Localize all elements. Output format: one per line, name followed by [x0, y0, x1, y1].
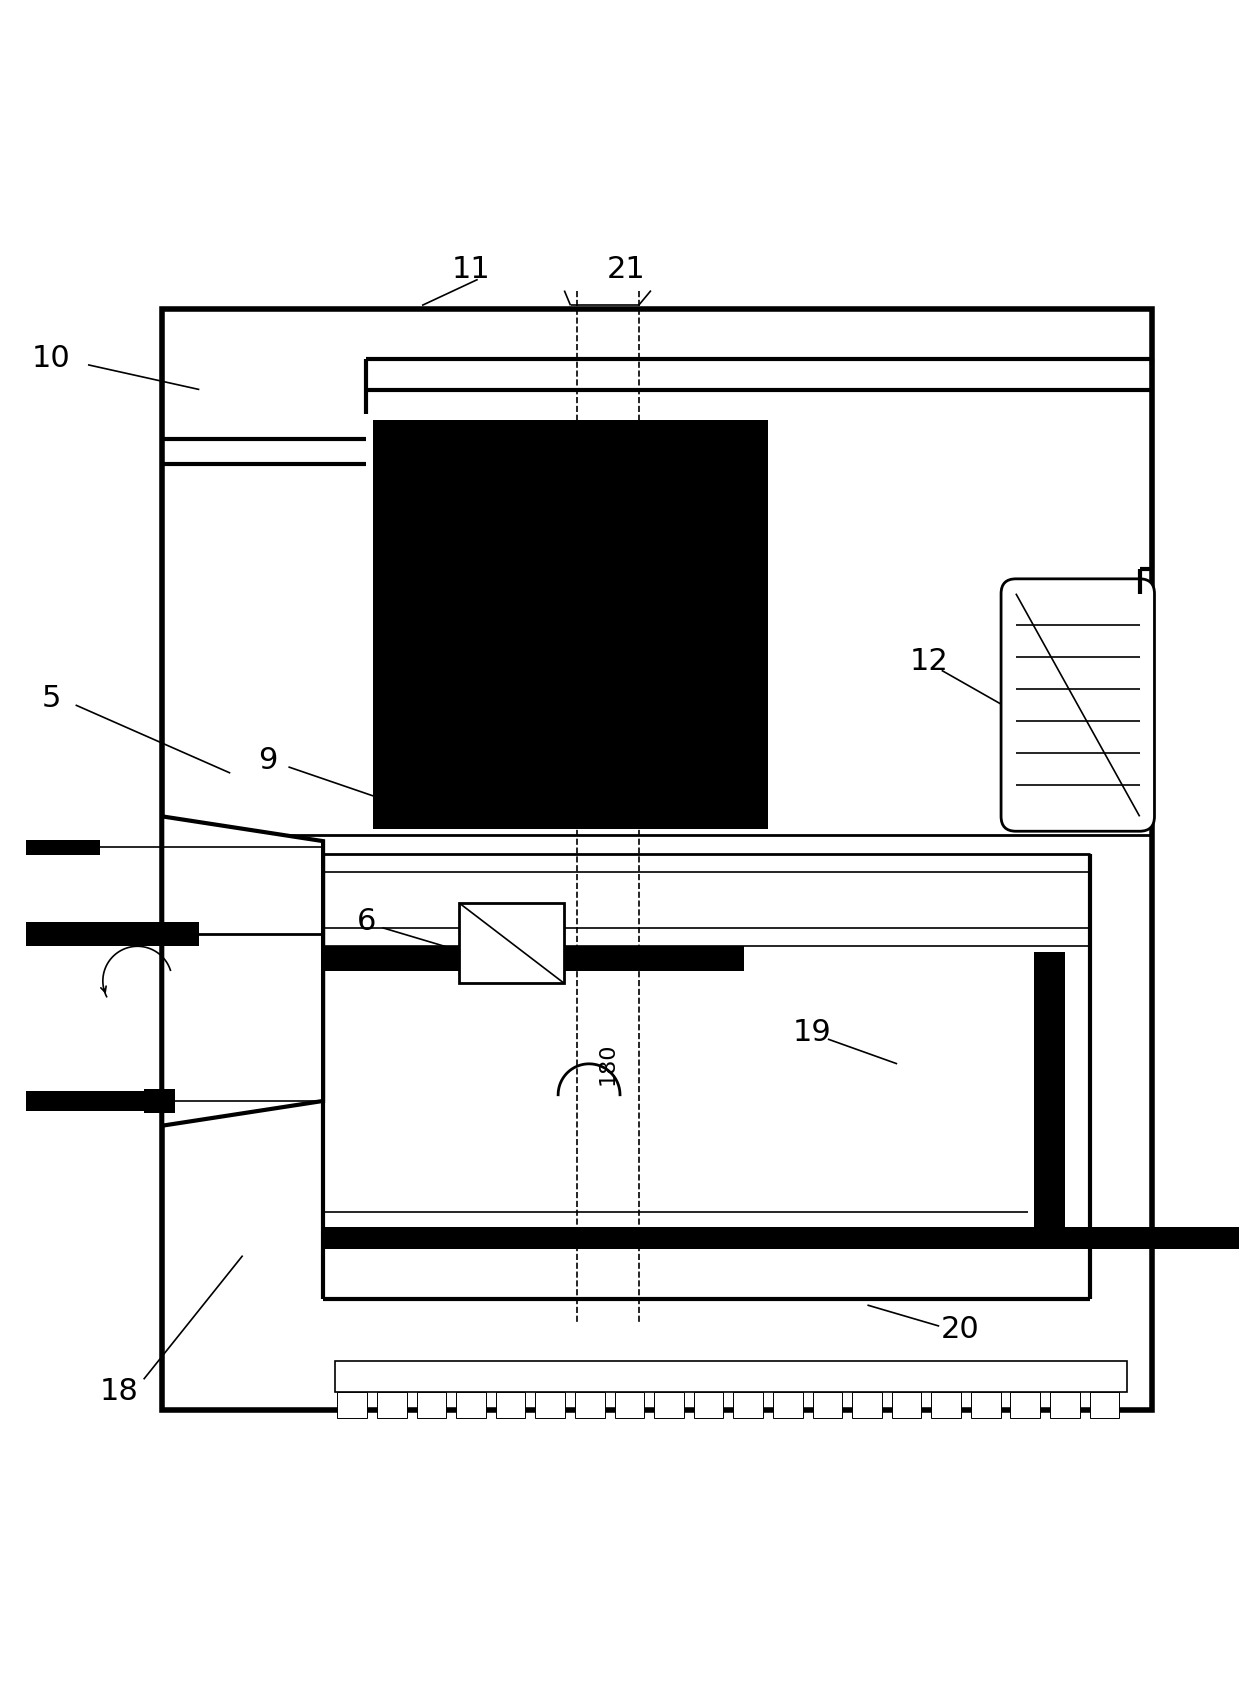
Text: 19: 19	[792, 1019, 831, 1048]
Bar	[144, 1089, 175, 1113]
Bar	[1011, 1391, 1040, 1419]
Polygon shape	[162, 816, 324, 1125]
Bar	[852, 1391, 882, 1419]
Bar	[337, 1391, 367, 1419]
Text: 21: 21	[606, 254, 646, 283]
Bar	[324, 1227, 1240, 1250]
Bar	[971, 1391, 1001, 1419]
Bar	[655, 1391, 683, 1419]
Bar	[1090, 1391, 1120, 1419]
Bar	[417, 1391, 446, 1419]
Bar	[456, 1391, 486, 1419]
Bar	[615, 1391, 645, 1419]
Bar	[26, 1091, 150, 1111]
Text: 6: 6	[357, 906, 376, 935]
Text: 5: 5	[41, 685, 61, 714]
Bar	[773, 1391, 802, 1419]
Text: 9: 9	[258, 746, 277, 775]
Text: 180: 180	[598, 1043, 618, 1086]
Text: 10: 10	[31, 345, 71, 374]
Bar	[693, 1391, 723, 1419]
Bar	[377, 1391, 407, 1419]
Bar	[892, 1391, 921, 1419]
Bar	[575, 1391, 605, 1419]
Bar	[324, 946, 744, 971]
Bar	[26, 922, 200, 946]
Text: 11: 11	[453, 254, 491, 283]
Bar	[812, 1391, 842, 1419]
Bar	[931, 1391, 961, 1419]
Text: 18: 18	[99, 1378, 139, 1407]
Bar	[733, 1391, 763, 1419]
Bar	[1050, 1391, 1080, 1419]
Bar	[336, 1360, 1127, 1391]
Text: 12: 12	[910, 647, 949, 676]
Bar	[162, 309, 1152, 1410]
Text: 20: 20	[941, 1316, 980, 1345]
Bar	[459, 903, 564, 983]
Bar	[372, 420, 769, 830]
Bar	[26, 840, 100, 855]
Bar	[1034, 953, 1065, 1250]
Bar	[496, 1391, 526, 1419]
FancyBboxPatch shape	[1001, 579, 1154, 831]
Bar	[536, 1391, 565, 1419]
